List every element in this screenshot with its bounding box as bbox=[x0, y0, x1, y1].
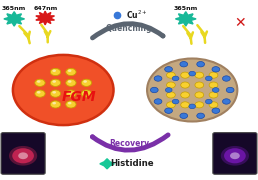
Circle shape bbox=[154, 99, 162, 104]
Text: 365nm: 365nm bbox=[2, 6, 26, 11]
Text: 647nm: 647nm bbox=[34, 6, 58, 11]
Circle shape bbox=[209, 82, 218, 88]
Circle shape bbox=[52, 69, 56, 72]
Circle shape bbox=[9, 146, 37, 166]
Circle shape bbox=[195, 92, 204, 98]
Circle shape bbox=[83, 91, 87, 94]
Circle shape bbox=[212, 67, 220, 72]
Circle shape bbox=[81, 90, 92, 97]
Circle shape bbox=[195, 82, 204, 88]
Circle shape bbox=[189, 104, 196, 109]
Circle shape bbox=[83, 80, 87, 83]
Circle shape bbox=[68, 91, 71, 94]
Polygon shape bbox=[175, 12, 196, 26]
Circle shape bbox=[150, 87, 158, 93]
Polygon shape bbox=[4, 12, 25, 26]
Circle shape bbox=[52, 80, 56, 83]
Circle shape bbox=[209, 92, 218, 98]
Circle shape bbox=[195, 72, 204, 78]
Circle shape bbox=[212, 108, 220, 113]
Text: FGM: FGM bbox=[61, 90, 96, 104]
Circle shape bbox=[209, 72, 218, 78]
Circle shape bbox=[50, 90, 61, 97]
FancyArrowPatch shape bbox=[93, 24, 163, 38]
Circle shape bbox=[68, 102, 71, 104]
Circle shape bbox=[35, 90, 45, 97]
Circle shape bbox=[167, 92, 175, 98]
Circle shape bbox=[35, 79, 45, 86]
Circle shape bbox=[37, 80, 41, 83]
FancyBboxPatch shape bbox=[213, 133, 257, 174]
Circle shape bbox=[165, 67, 172, 72]
Circle shape bbox=[224, 148, 246, 163]
Circle shape bbox=[222, 99, 230, 104]
Circle shape bbox=[212, 88, 219, 92]
Circle shape bbox=[172, 76, 179, 81]
Circle shape bbox=[12, 148, 34, 163]
Circle shape bbox=[50, 79, 61, 86]
Circle shape bbox=[13, 55, 114, 125]
Circle shape bbox=[66, 90, 76, 97]
Circle shape bbox=[37, 91, 41, 94]
Text: Cu$^{2+}$: Cu$^{2+}$ bbox=[126, 9, 147, 21]
Text: ✕: ✕ bbox=[234, 16, 246, 30]
Text: Recovery: Recovery bbox=[109, 140, 149, 148]
Circle shape bbox=[205, 99, 212, 104]
Circle shape bbox=[180, 62, 188, 67]
Text: 365nm: 365nm bbox=[174, 6, 198, 11]
Circle shape bbox=[66, 79, 76, 86]
Circle shape bbox=[167, 102, 175, 108]
Circle shape bbox=[209, 102, 218, 108]
Circle shape bbox=[147, 58, 237, 122]
Text: Quenching: Quenching bbox=[106, 24, 152, 33]
Text: Histidine: Histidine bbox=[110, 159, 154, 168]
Circle shape bbox=[222, 76, 230, 81]
FancyArrowPatch shape bbox=[92, 135, 168, 150]
Circle shape bbox=[205, 76, 212, 81]
Circle shape bbox=[165, 88, 172, 92]
Circle shape bbox=[68, 80, 71, 83]
Circle shape bbox=[18, 152, 28, 159]
Circle shape bbox=[197, 62, 205, 67]
Circle shape bbox=[81, 79, 92, 86]
Circle shape bbox=[181, 92, 189, 98]
FancyBboxPatch shape bbox=[1, 133, 45, 174]
Circle shape bbox=[226, 87, 234, 93]
Circle shape bbox=[52, 91, 56, 94]
Circle shape bbox=[197, 113, 205, 118]
Circle shape bbox=[167, 72, 175, 78]
Circle shape bbox=[66, 68, 76, 76]
Circle shape bbox=[221, 146, 249, 166]
Circle shape bbox=[167, 82, 175, 88]
Circle shape bbox=[230, 152, 240, 159]
Circle shape bbox=[68, 69, 71, 72]
Circle shape bbox=[50, 68, 61, 76]
Circle shape bbox=[181, 72, 189, 78]
Circle shape bbox=[52, 102, 56, 104]
Polygon shape bbox=[100, 159, 114, 169]
Circle shape bbox=[189, 71, 196, 76]
Circle shape bbox=[165, 108, 172, 113]
Circle shape bbox=[66, 101, 76, 108]
Circle shape bbox=[181, 102, 189, 108]
Circle shape bbox=[181, 82, 189, 88]
Circle shape bbox=[154, 76, 162, 81]
Circle shape bbox=[195, 102, 204, 108]
Circle shape bbox=[180, 113, 188, 118]
Circle shape bbox=[172, 99, 179, 104]
Polygon shape bbox=[36, 11, 54, 25]
Circle shape bbox=[50, 101, 61, 108]
